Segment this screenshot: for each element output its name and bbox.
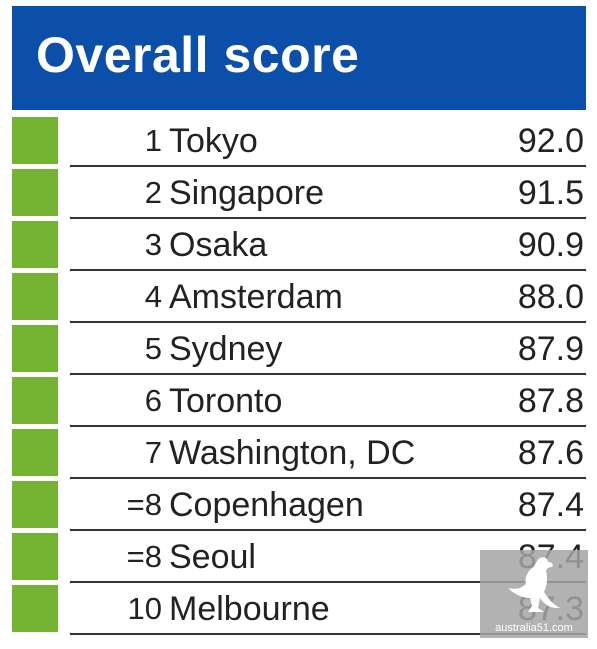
- rank-label: 7: [144, 435, 162, 470]
- table-row: 1 Tokyo 92.0: [12, 117, 586, 169]
- city-label: Tokyo: [169, 122, 258, 160]
- row-marker: [12, 585, 58, 632]
- rank-label: 6: [144, 383, 162, 418]
- row-divider: [70, 373, 586, 375]
- city-label: Washington, DC: [169, 434, 416, 472]
- city-label: Amsterdam: [169, 278, 343, 316]
- city-label: Seoul: [169, 538, 256, 576]
- table-row: 6 Toronto 87.8: [12, 377, 586, 429]
- row-marker: [12, 169, 58, 216]
- row-marker: [12, 429, 58, 476]
- city-label: Osaka: [169, 226, 268, 264]
- score-value: 87.6: [517, 434, 584, 472]
- row-divider: [70, 477, 586, 479]
- rank-label: 5: [144, 331, 162, 366]
- row-divider: [70, 217, 586, 219]
- rank-label: 2: [144, 175, 162, 210]
- row-divider: [70, 425, 586, 427]
- score-value: 91.5: [517, 174, 584, 212]
- score-value: 92.0: [517, 122, 584, 160]
- city-label: Sydney: [169, 330, 283, 368]
- row-marker: [12, 377, 58, 424]
- score-value: 87.8: [517, 382, 584, 420]
- table-row: =8 Copenhagen 87.4: [12, 481, 586, 533]
- row-marker: [12, 117, 58, 164]
- rank-label: =8: [126, 539, 162, 574]
- row-divider: [70, 581, 586, 583]
- score-value: 87.9: [517, 330, 584, 368]
- row-marker: [12, 221, 58, 268]
- table-row: =8Seoul87.4: [12, 533, 586, 585]
- rank-label: 3: [144, 227, 162, 262]
- score-value: 90.9: [517, 226, 584, 264]
- row-marker: [12, 481, 58, 528]
- row-divider: [70, 165, 586, 167]
- table-row: 3 Osaka 90.9: [12, 221, 586, 273]
- row-marker: [12, 325, 58, 372]
- rank-label: 1: [144, 123, 162, 158]
- watermark: australia51.com: [480, 550, 588, 638]
- city-label: Toronto: [169, 382, 283, 420]
- chart-title: Overall score: [36, 27, 360, 83]
- row-marker: [12, 273, 58, 320]
- row-divider: [70, 633, 586, 635]
- row-divider: [70, 269, 586, 271]
- table-row: 5 Sydney 87.9: [12, 325, 586, 377]
- row-marker: [12, 533, 58, 580]
- rank-label: =8: [126, 487, 162, 522]
- watermark-text: australia51.com: [495, 622, 573, 634]
- chart-header: Overall score: [12, 6, 586, 110]
- table-row: 4 Amsterdam 88.0: [12, 273, 586, 325]
- city-label: Melbourne: [169, 590, 330, 628]
- score-value: 87.4: [517, 486, 584, 524]
- score-table: 1 Tokyo 92.0 2 Singapore 91.5 3 Osaka 90.9 4 Amste…: [12, 117, 586, 637]
- rank-label: 4: [144, 279, 162, 314]
- city-label: Singapore: [169, 174, 325, 212]
- row-divider: [70, 529, 586, 531]
- table-row: 2 Singapore 91.5: [12, 169, 586, 221]
- score-value: 88.0: [517, 278, 584, 316]
- rank-label: 10: [127, 591, 162, 626]
- table-row: 7 Washington, DC 87.6: [12, 429, 586, 481]
- kangaroo-icon: [508, 557, 560, 612]
- city-label: Copenhagen: [169, 486, 364, 524]
- row-divider: [70, 321, 586, 323]
